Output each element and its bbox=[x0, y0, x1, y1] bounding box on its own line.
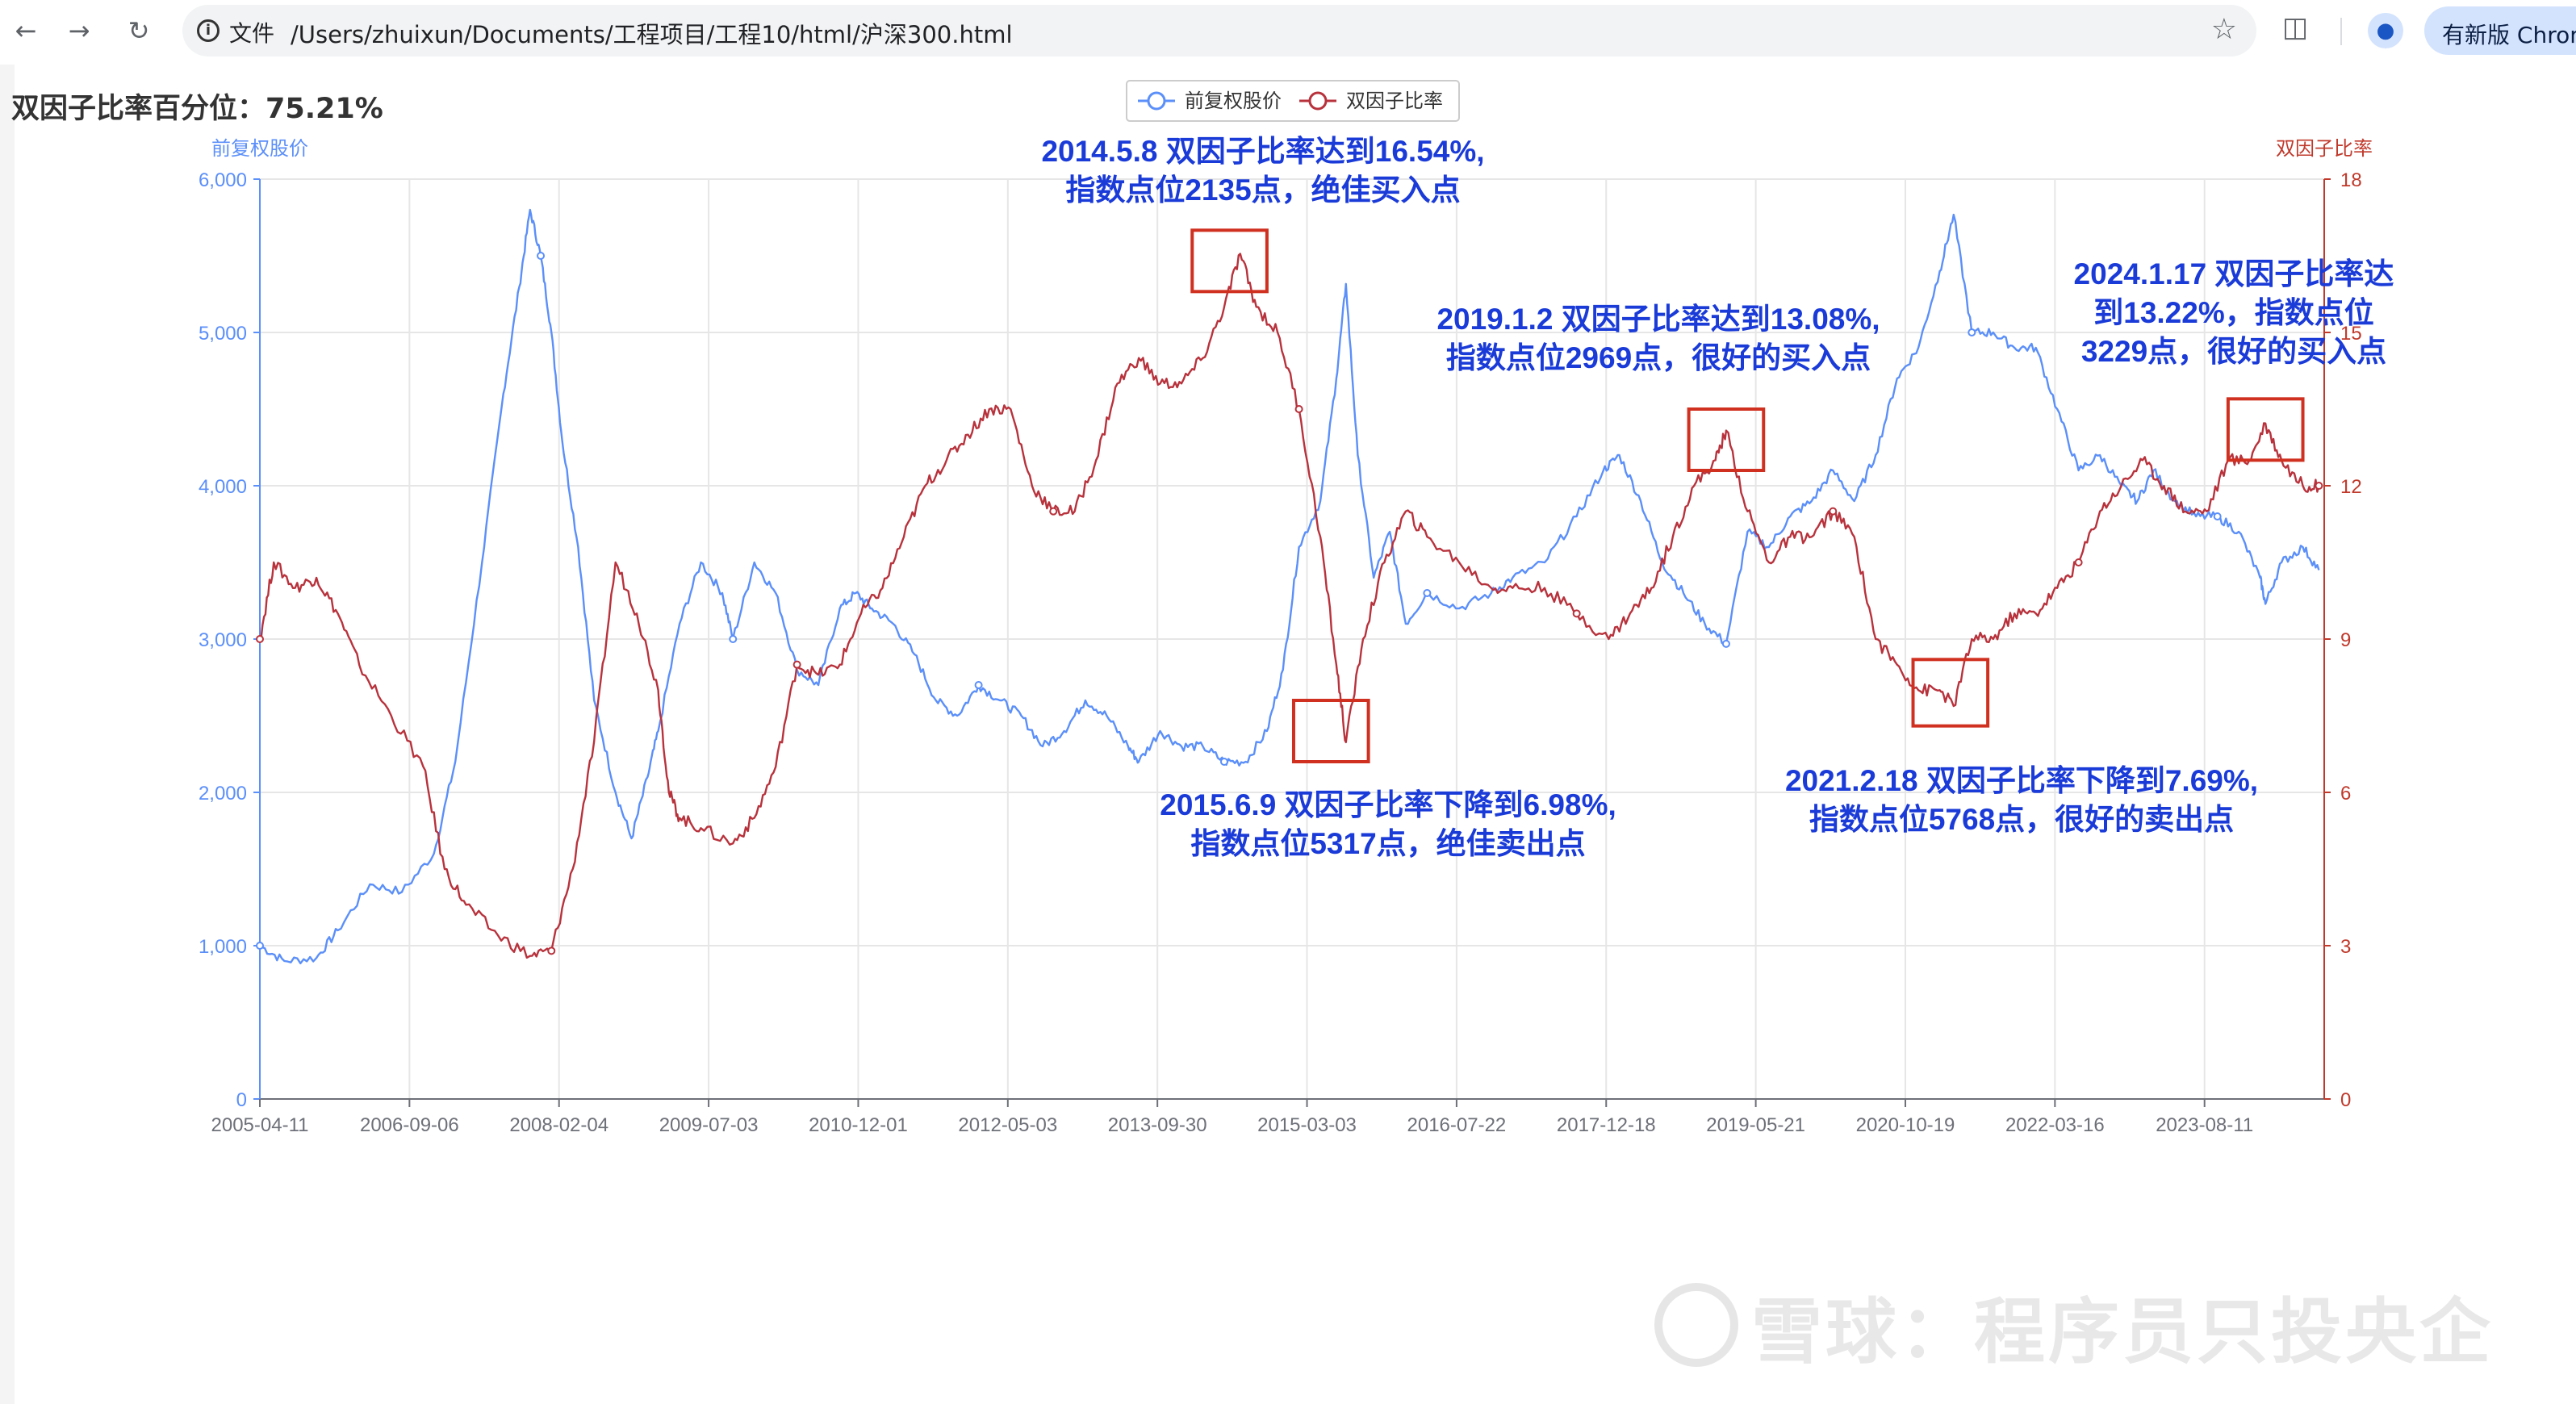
annotation-text: 指数点位5317点，绝佳卖出点 bbox=[1190, 826, 1585, 860]
x-tick-label: 2017-12-18 bbox=[1557, 1114, 1656, 1136]
series-point bbox=[1829, 507, 1838, 516]
page-title: 双因子比率百分位：75.21% bbox=[11, 93, 383, 125]
series-point bbox=[547, 946, 556, 955]
chart-series bbox=[256, 208, 2323, 965]
x-tick-label: 2015-03-03 bbox=[1257, 1114, 1357, 1136]
watermark-text: 雪球：程序员只投央企 bbox=[1751, 1290, 2494, 1373]
y-left-tick-label: 5,000 bbox=[199, 323, 247, 345]
x-tick-label: 2019-05-21 bbox=[1706, 1114, 1805, 1136]
series-point bbox=[537, 252, 546, 260]
x-tick-label: 2023-08-11 bbox=[2156, 1114, 2253, 1136]
series-point bbox=[1572, 609, 1581, 618]
update-button[interactable]: 有新版 Chrom bbox=[2424, 6, 2576, 55]
extensions-icon[interactable]: ◫ bbox=[2282, 11, 2309, 44]
y-right-tick-label: 15 bbox=[2340, 323, 2362, 345]
chart-annotations: 2014.5.8 双因子比率达到16.54%, 指数点位2135点，绝佳买入点 20… bbox=[1041, 135, 2394, 860]
series-point bbox=[1294, 405, 1303, 413]
legend-frame bbox=[1126, 80, 1460, 122]
x-tick-label: 2006-09-06 bbox=[360, 1114, 459, 1136]
page-edge-shadow bbox=[0, 65, 15, 1404]
y-right-tick-label: 3 bbox=[2340, 936, 2351, 958]
series-line-price bbox=[259, 208, 2320, 965]
annotation-text: 指数点位5768点，很好的卖出点 bbox=[1809, 803, 2234, 836]
toolbar-divider bbox=[2340, 18, 2342, 45]
arrow-left-icon[interactable]: ← bbox=[15, 15, 37, 46]
address-bar[interactable]: i 文件 /Users/zhuixun/Documents/工程项目/工程10/… bbox=[182, 5, 2256, 56]
chart-axes: 0 0 1,000 3 2,000 6 3,000 9 4,000 12 5,000 15 6,000 1… bbox=[199, 138, 2373, 1136]
y-right-tick-label: 12 bbox=[2340, 476, 2362, 498]
reload-icon[interactable]: ↻ bbox=[128, 15, 150, 46]
x-tick-label: 2012-05-03 bbox=[958, 1114, 1057, 1136]
y-left-axis-title: 前复权股价 bbox=[211, 138, 308, 160]
arrow-right-icon[interactable]: → bbox=[68, 15, 90, 46]
annotation-text: 3229点，很好的买入点 bbox=[2081, 335, 2386, 368]
info-icon[interactable]: i bbox=[197, 19, 220, 42]
y-right-axis-title: 双因子比率 bbox=[2276, 138, 2373, 160]
x-tick-label: 2022-03-16 bbox=[2005, 1114, 2105, 1136]
highlight-box bbox=[1291, 699, 1370, 763]
y-right-tick-label: 18 bbox=[2340, 169, 2362, 191]
x-tick-label: 2008-02-04 bbox=[509, 1114, 608, 1136]
annotation-text: 指数点位2969点，很好的买入点 bbox=[1446, 341, 1871, 374]
series-point bbox=[974, 681, 983, 689]
x-tick-label: 2010-12-01 bbox=[809, 1114, 908, 1136]
file-label: 文件 bbox=[229, 20, 275, 47]
url-text[interactable]: /Users/zhuixun/Documents/工程项目/工程10/html/… bbox=[291, 21, 1013, 48]
series-point bbox=[2213, 512, 2222, 520]
annotation-text: 到13.22%，指数点位 bbox=[2093, 296, 2374, 329]
browser-toolbar: ← → ↻ i 文件 /Users/zhuixun/Documents/工程项目… bbox=[0, 0, 2576, 61]
highlight-box bbox=[2226, 397, 2305, 462]
x-tick-label: 2020-10-19 bbox=[1856, 1114, 1955, 1136]
series-point bbox=[729, 635, 738, 643]
y-left-tick-label: 4,000 bbox=[199, 476, 247, 498]
annotation-text: 2015.6.9 双因子比率下降到6.98%, bbox=[1160, 788, 1616, 821]
highlight-box bbox=[1911, 658, 1990, 728]
annotation-text: 2014.5.8 双因子比率达到16.54%, bbox=[1041, 135, 1484, 168]
annotation-text: 2021.2.18 双因子比率下降到7.69%, bbox=[1785, 764, 2258, 797]
x-tick-label: 2013-09-30 bbox=[1108, 1114, 1207, 1136]
series-point bbox=[1721, 639, 1730, 648]
update-label: 有新版 Chrom bbox=[2442, 22, 2576, 48]
series-point bbox=[256, 942, 264, 950]
y-right-tick-label: 0 bbox=[2340, 1089, 2351, 1111]
series-point bbox=[1968, 328, 1976, 336]
series-point bbox=[2074, 558, 2083, 566]
annotation-text: 2024.1.17 双因子比率达 bbox=[2074, 257, 2394, 290]
x-tick-label: 2016-07-22 bbox=[1407, 1114, 1507, 1136]
x-tick-label: 2005-04-11 bbox=[211, 1114, 309, 1136]
bookmark-star-icon[interactable]: ☆ bbox=[2210, 13, 2237, 46]
y-left-tick-label: 2,000 bbox=[199, 783, 247, 804]
y-right-tick-label: 6 bbox=[2340, 783, 2351, 804]
legend-label: 双因子比率 bbox=[1346, 90, 1443, 112]
series-point bbox=[792, 660, 801, 669]
y-left-tick-label: 0 bbox=[236, 1089, 247, 1111]
legend-marker bbox=[1147, 91, 1166, 111]
legend-label: 前复权股价 bbox=[1185, 90, 1282, 112]
annotation-text: 2019.1.2 双因子比率达到13.08%, bbox=[1436, 303, 1880, 336]
y-left-tick-label: 3,000 bbox=[199, 629, 247, 651]
profile-avatar-icon[interactable]: ● bbox=[2368, 13, 2403, 48]
y-right-tick-label: 9 bbox=[2340, 629, 2351, 651]
xueqiu-logo-icon bbox=[1654, 1283, 1738, 1367]
series-point bbox=[1049, 507, 1058, 516]
chart-grid bbox=[259, 178, 2324, 1100]
highlight-box bbox=[1687, 407, 1766, 472]
y-left-tick-label: 1,000 bbox=[199, 936, 247, 958]
legend-marker bbox=[1308, 91, 1328, 111]
highlight-boxes bbox=[1190, 228, 2305, 763]
series-point bbox=[256, 635, 264, 643]
annotation-text: 指数点位2135点，绝佳买入点 bbox=[1065, 173, 1460, 207]
y-left-tick-label: 6,000 bbox=[199, 169, 247, 191]
series-point bbox=[1423, 589, 1432, 597]
series-point bbox=[2315, 482, 2323, 490]
highlight-box bbox=[1190, 228, 1269, 294]
x-tick-label: 2009-07-03 bbox=[659, 1114, 759, 1136]
series-point bbox=[1219, 758, 1228, 766]
chart-legend: 前复权股价 双因子比率 bbox=[1126, 80, 1460, 122]
